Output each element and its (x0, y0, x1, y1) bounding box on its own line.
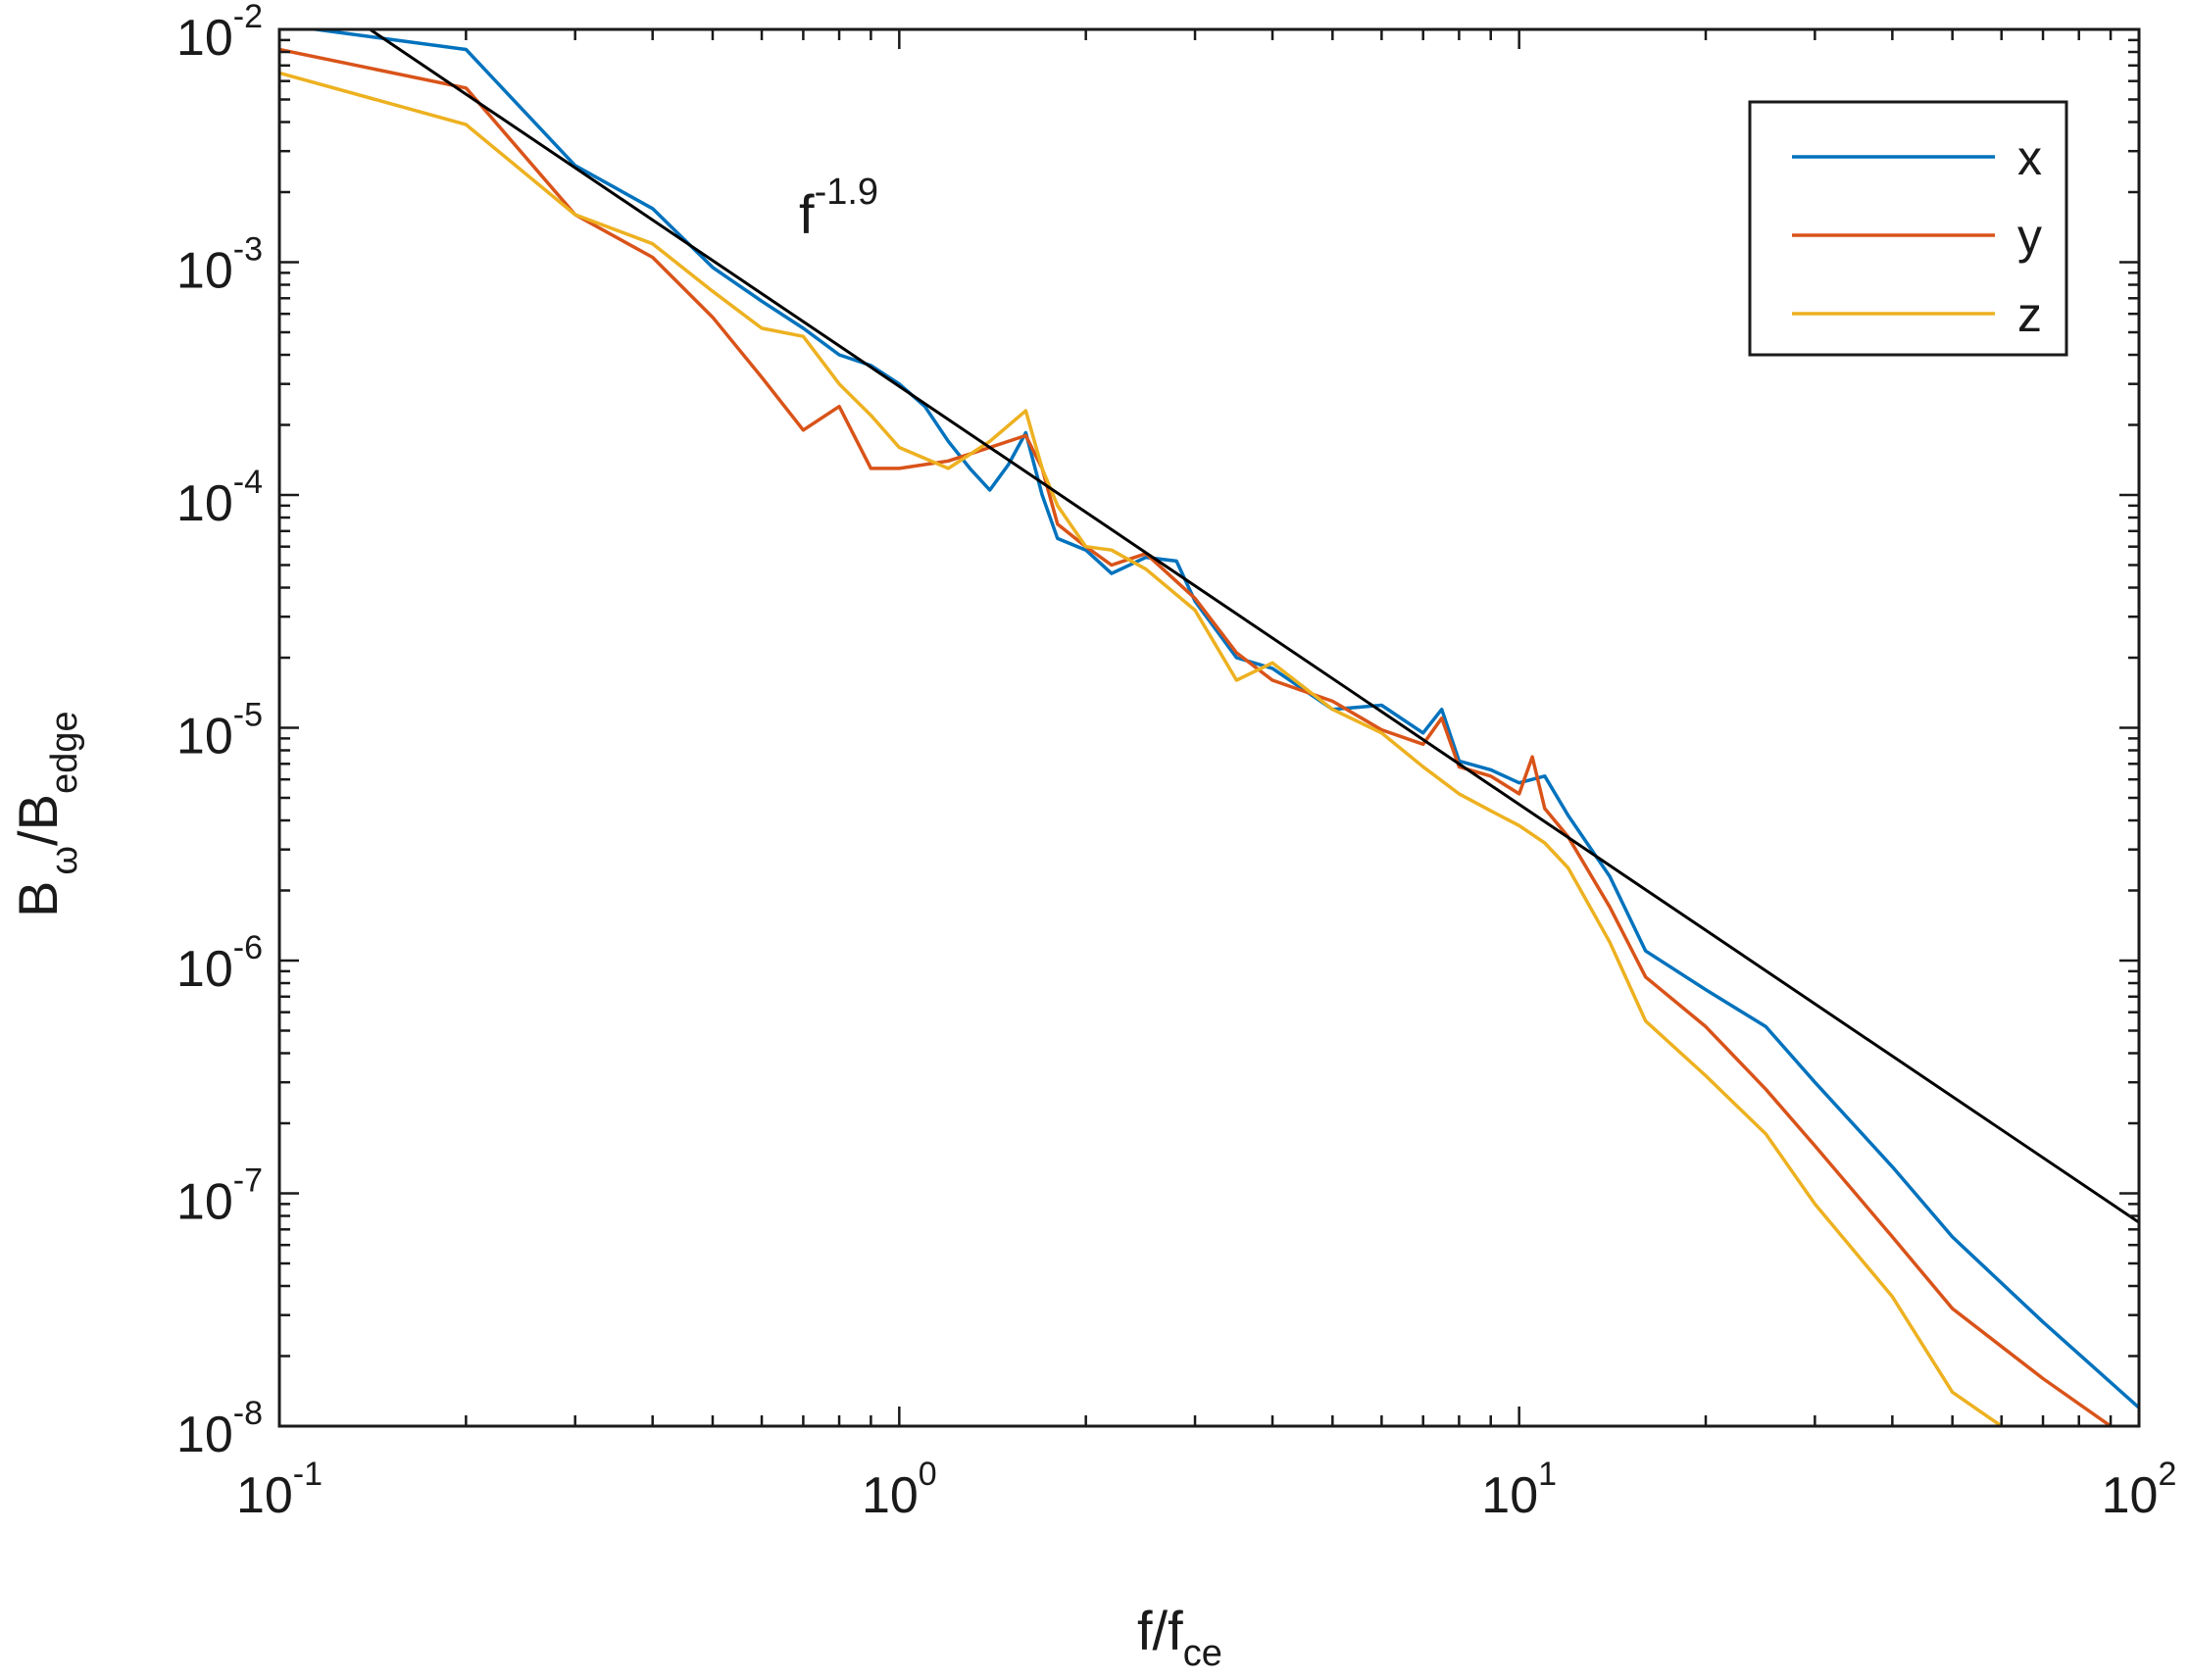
tick-marks (277, 29, 2139, 1428)
legend-label-x: x (2017, 130, 2042, 185)
fit-line (369, 29, 2139, 1224)
y-axis-label: Bω/Bedge (7, 712, 85, 918)
legend-label-z: z (2017, 287, 2042, 342)
x-tick-label: 101 (1481, 1456, 1557, 1524)
y-tick-labels: 10-2 10-3 10-4 10-5 10-6 10-7 10-8 (176, 0, 263, 1463)
series-layer (279, 29, 2139, 1426)
y-tick-label: 10-6 (176, 929, 263, 998)
series-line-x (303, 29, 2139, 1409)
y-tick-label: 10-7 (176, 1162, 263, 1231)
x-tick-label: 100 (862, 1456, 937, 1524)
fit-annotation: f-1.9 (799, 172, 878, 245)
x-tick-labels: 10-1 100 101 102 (236, 1456, 2176, 1524)
y-tick-label: 10-2 (176, 0, 263, 67)
legend: xyz (1748, 100, 2068, 357)
annotation-exponent: -1.9 (815, 172, 878, 213)
y-tick-label: 10-8 (176, 1395, 263, 1463)
series-line-z (279, 71, 2003, 1426)
x-axis-label: f/fce (1137, 1600, 1222, 1674)
x-tick-label: 10-1 (236, 1456, 323, 1524)
annotation-base: f (799, 183, 815, 245)
y-tick-label: 10-3 (176, 231, 263, 300)
legend-label-y: y (2017, 209, 2042, 264)
series-line-y (279, 47, 2113, 1426)
y-tick-label: 10-4 (176, 464, 263, 532)
y-tick-label: 10-5 (176, 697, 263, 766)
x-tick-label: 102 (2102, 1456, 2177, 1524)
